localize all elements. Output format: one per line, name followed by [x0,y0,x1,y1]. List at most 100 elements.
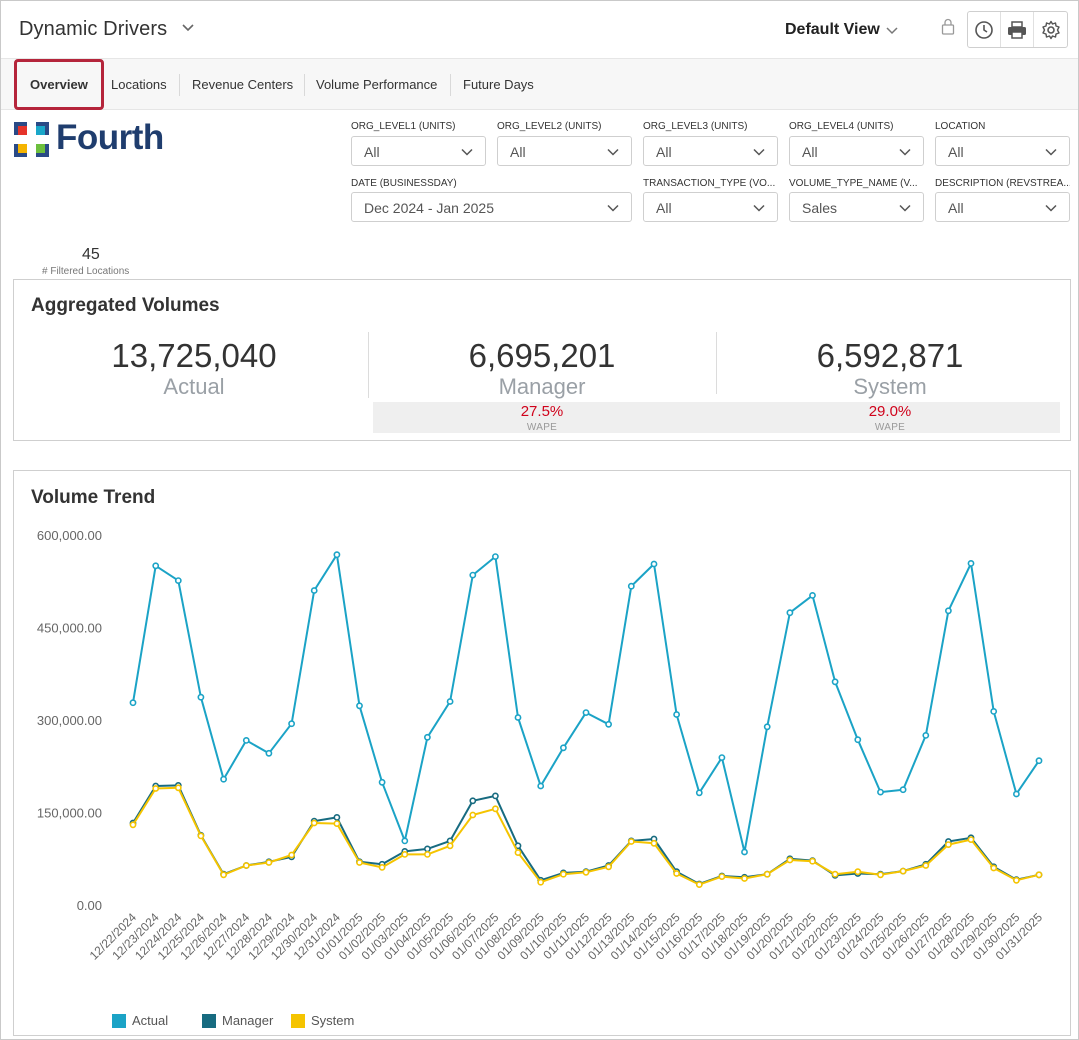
system-label: System [853,374,927,399]
data-point-system [537,878,545,886]
kpi-divider [716,332,717,394]
chevron-down-icon [899,148,911,156]
data-point-system [356,859,363,866]
legend-label: Actual [132,1013,169,1028]
data-point-system [718,873,726,880]
data-point-system [922,862,930,869]
data-point-actual [877,788,884,796]
chevron-down-icon[interactable] [885,24,899,38]
data-point-manager [469,797,477,805]
data-point-system [695,881,703,888]
toolbar-group [967,11,1068,48]
data-point-system [990,864,998,872]
data-point-actual [945,607,952,615]
tab-divider [304,74,305,96]
legend-label: System [311,1013,355,1028]
filter-value: All [656,200,672,216]
filter-org2[interactable]: All [497,136,632,166]
data-point-system [831,870,839,878]
filter-org1[interactable]: All [351,136,486,166]
data-point-actual [854,736,862,744]
filter-value: All [802,144,818,160]
filter-value: All [948,144,964,160]
data-point-system [469,811,477,819]
data-point-system [1035,871,1043,879]
data-point-system [650,839,658,847]
data-point-system [514,849,522,856]
data-point-manager [423,845,431,853]
data-point-system [560,870,567,878]
data-point-actual [1035,757,1043,765]
card-title: Volume Trend [31,487,156,508]
data-point-system [582,868,590,876]
chevron-down-icon [461,148,473,156]
data-point-system [786,856,794,864]
actual-label: Actual [163,374,225,399]
tab-divider [450,74,451,96]
filter-label-org4: ORG_LEVEL4 (UNITS) [789,121,894,132]
filter-org4[interactable]: All [789,136,924,166]
filter-label-transaction-type: TRANSACTION_TYPE (VO... [643,178,776,189]
legend-label: Manager [222,1013,274,1028]
data-point-actual [265,749,273,757]
data-point-system [809,857,816,865]
legend-item-manager[interactable]: Manager [202,1013,273,1028]
tab-locations[interactable]: Locations [111,77,167,92]
data-point-actual [831,678,839,686]
data-point-actual [310,587,318,594]
print-button[interactable] [1001,12,1034,47]
data-point-actual [922,732,930,739]
legend-item-system[interactable]: System [291,1013,354,1028]
filtered-locations-label: # Filtered Locations [42,266,130,277]
filter-location[interactable]: All [935,136,1070,166]
settings-button[interactable] [1034,12,1067,47]
data-point-system [899,867,907,875]
filter-value: All [510,144,526,160]
data-point-system [152,785,160,792]
data-point-actual [129,699,137,707]
tab-future-days[interactable]: Future Days [463,77,534,92]
fourth-logo-icon [14,122,49,157]
data-point-actual [356,702,363,710]
chevron-down-icon[interactable] [181,21,195,35]
tab-overview[interactable]: Overview [30,77,88,92]
filter-org3[interactable]: All [643,136,778,166]
tab-divider [179,74,180,96]
kpi-divider [368,332,369,398]
tab-volume-performance[interactable]: Volume Performance [316,77,438,92]
chevron-down-icon [753,204,765,212]
filter-description[interactable]: All [935,192,1070,222]
gear-icon [1041,20,1060,39]
card-title: Aggregated Volumes [31,295,220,316]
data-point-actual [423,733,431,741]
data-point-system [763,870,771,878]
clock-button[interactable] [968,12,1001,47]
filter-label-org3: ORG_LEVEL3 (UNITS) [643,121,748,132]
data-point-system [288,851,295,859]
legend-swatch [291,1013,305,1028]
data-point-system [741,875,748,882]
lock-icon[interactable] [941,18,955,35]
data-point-system [310,819,318,827]
data-point-actual [673,711,680,718]
wape-strip [373,402,1060,433]
view-selector[interactable]: Default View [785,21,880,38]
data-point-system [242,862,250,869]
legend-swatch [202,1013,216,1028]
data-point-actual [491,553,499,560]
chevron-down-icon [1045,148,1057,156]
legend-item-actual[interactable]: Actual [112,1013,168,1028]
filter-volume-type[interactable]: Sales [789,192,924,222]
filter-date[interactable]: Dec 2024 - Jan 2025 [351,192,632,222]
y-tick-label: 150,000.00 [37,806,102,821]
data-point-actual [809,592,816,599]
data-point-actual [627,582,635,590]
tab-active-highlight [14,59,104,110]
filter-label-date: DATE (BUSINESSDAY) [351,178,457,189]
data-point-system [877,871,884,879]
logo-wordmark: Fourth [56,118,164,157]
data-point-system [265,859,273,866]
filter-transaction-type[interactable]: All [643,192,778,222]
tab-revenue-centers[interactable]: Revenue Centers [192,77,294,92]
data-point-system [1013,876,1020,884]
